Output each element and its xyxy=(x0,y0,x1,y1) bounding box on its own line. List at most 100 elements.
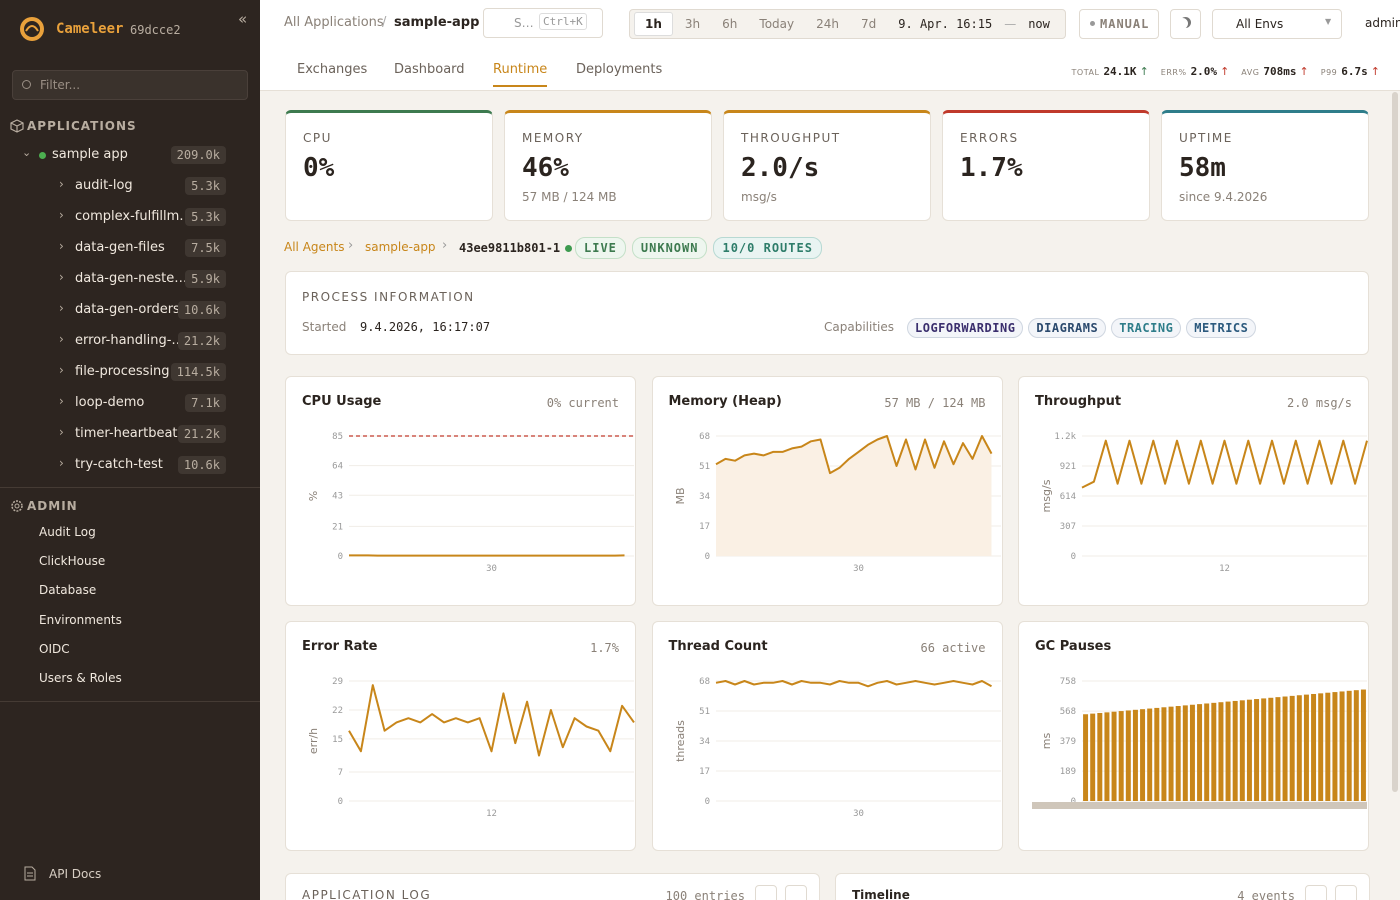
info-button[interactable] xyxy=(755,885,777,900)
agent-crumb[interactable]: sample-app xyxy=(365,240,436,254)
section-title: PROCESS INFORMATION xyxy=(302,290,475,304)
tab[interactable]: Dashboard xyxy=(394,62,465,77)
kpi-value: 2.0/s xyxy=(741,153,820,183)
route-name[interactable]: error-handling-… xyxy=(75,333,185,348)
route-name[interactable]: complex-fulfillm… xyxy=(75,209,193,224)
tab[interactable]: Deployments xyxy=(576,62,663,77)
time-range-button[interactable]: 3h xyxy=(684,17,701,31)
kpi-card: UPTIME 58m since 9.4.2026 xyxy=(1161,110,1369,221)
crumb-chevron: › xyxy=(348,238,354,253)
chart-title: Thread Count xyxy=(668,639,768,654)
range-to: now xyxy=(1028,17,1050,31)
panel-meta: 100 entries xyxy=(665,889,745,900)
bar xyxy=(1282,696,1288,801)
route-name[interactable]: timer-heartbeat xyxy=(75,426,178,441)
admin-icon xyxy=(11,500,23,512)
y-tick-label: 17 xyxy=(699,522,710,532)
bar xyxy=(1275,697,1281,801)
route-name[interactable]: try-catch-test xyxy=(75,457,163,472)
chart-subtitle: 2.0 msg/s xyxy=(1286,396,1352,410)
info-button[interactable] xyxy=(1305,885,1327,900)
kpi-label: ERRORS xyxy=(960,131,1019,145)
refresh-button[interactable] xyxy=(785,885,807,900)
route-name[interactable]: data-gen-neste… xyxy=(75,271,188,286)
bar xyxy=(1097,712,1103,801)
y-tick-label: 0 xyxy=(338,797,343,807)
kpi-label: CPU xyxy=(303,131,332,145)
y-tick-label: 15 xyxy=(332,735,343,745)
y-tick-label: 0 xyxy=(704,552,709,562)
chart-title: Error Rate xyxy=(302,639,378,654)
panel: Timeline 4 events xyxy=(835,873,1370,900)
bar xyxy=(1346,690,1352,801)
y-tick-label: 379 xyxy=(1060,737,1076,747)
y-tick-label: 68 xyxy=(699,432,710,442)
mode-button[interactable]: MANUAL xyxy=(1079,9,1159,39)
app-name[interactable]: sample app xyxy=(52,147,128,162)
tab[interactable]: Runtime xyxy=(493,62,548,87)
bar xyxy=(1303,694,1309,801)
time-range-button[interactable]: 1h xyxy=(634,12,673,36)
time-range-button[interactable]: 7d xyxy=(861,17,877,31)
chart-subtitle: 66 active xyxy=(920,641,986,655)
collapse-button[interactable]: « xyxy=(238,10,248,28)
trend-arrow: ↑ xyxy=(1299,65,1309,78)
y-tick-label: 22 xyxy=(332,706,343,716)
count-pill: 5.9k xyxy=(185,270,226,288)
tab[interactable]: Exchanges xyxy=(297,62,368,77)
line xyxy=(715,435,992,475)
env-select[interactable]: All Envs xyxy=(1212,9,1342,39)
bar xyxy=(1090,713,1096,801)
route-name[interactable]: data-gen-orders xyxy=(75,302,180,317)
filter-placeholder: Filter... xyxy=(40,78,81,92)
chart: 0 21 43 64 85% 30 xyxy=(307,432,634,574)
agent-crumb[interactable]: All Agents xyxy=(284,240,345,254)
breadcrumb-link[interactable]: All Applications xyxy=(284,15,384,30)
y-axis-label: ms xyxy=(1040,733,1053,750)
bar xyxy=(1104,712,1110,801)
admin-link[interactable]: ClickHouse xyxy=(39,554,106,569)
route-name[interactable]: file-processing xyxy=(75,364,170,379)
stat-value: 708ms xyxy=(1263,65,1297,78)
bar xyxy=(1225,701,1231,801)
search-box[interactable]: S… Ctrl+K xyxy=(483,8,603,38)
admin-link[interactable]: Database xyxy=(39,583,97,598)
y-tick-label: 85 xyxy=(332,432,343,442)
stat-label: P99 xyxy=(1320,68,1338,77)
divider xyxy=(0,487,260,488)
theme-button[interactable] xyxy=(1170,9,1201,39)
chevron: › xyxy=(59,363,64,377)
admin-link[interactable]: Environments xyxy=(39,612,122,627)
count-pill: 10.6k xyxy=(177,456,226,474)
time-range-button[interactable]: 6h xyxy=(722,17,738,31)
kpi-label: THROUGHPUT xyxy=(741,131,841,145)
user-name[interactable]: admin xyxy=(1365,16,1400,30)
chart-card: CPU Usage 0% current 0 21 43 64 85% 30 xyxy=(285,376,636,606)
time-range-button[interactable]: 24h xyxy=(816,17,839,31)
time-range-button[interactable]: Today xyxy=(759,17,795,31)
y-tick-label: 17 xyxy=(699,767,710,777)
api-docs-link[interactable]: API Docs xyxy=(49,867,102,881)
bar xyxy=(1311,693,1317,801)
filter-input[interactable]: Filter... xyxy=(12,70,248,100)
route-name[interactable]: loop-demo xyxy=(75,395,145,410)
section-heading: APPLICATIONS xyxy=(27,119,137,133)
capability-badge: LOGFORWARDING xyxy=(907,318,1024,338)
route-name[interactable]: audit-log xyxy=(75,178,133,193)
bar xyxy=(1246,699,1252,801)
refresh-button[interactable] xyxy=(1335,885,1357,900)
admin-link[interactable]: Audit Log xyxy=(39,525,96,539)
moon-icon xyxy=(1180,17,1191,28)
chart: 0 17 34 51 68 MB 30 xyxy=(674,432,1001,574)
kpi-value: 1.7% xyxy=(960,153,1023,183)
chart-card: Thread Count 66 active 0 17 34 51 68 threads 30 xyxy=(651,621,1003,851)
chart-subtitle: 0% current xyxy=(546,396,619,410)
brand: Cameleer xyxy=(56,21,124,37)
bar xyxy=(1168,706,1174,801)
kpi-value: 46% xyxy=(522,153,569,183)
admin-link[interactable]: OIDC xyxy=(39,641,70,656)
admin-link[interactable]: Users & Roles xyxy=(39,671,122,685)
route-name[interactable]: data-gen-files xyxy=(75,240,165,255)
panel-title: APPLICATION LOG xyxy=(302,888,432,900)
